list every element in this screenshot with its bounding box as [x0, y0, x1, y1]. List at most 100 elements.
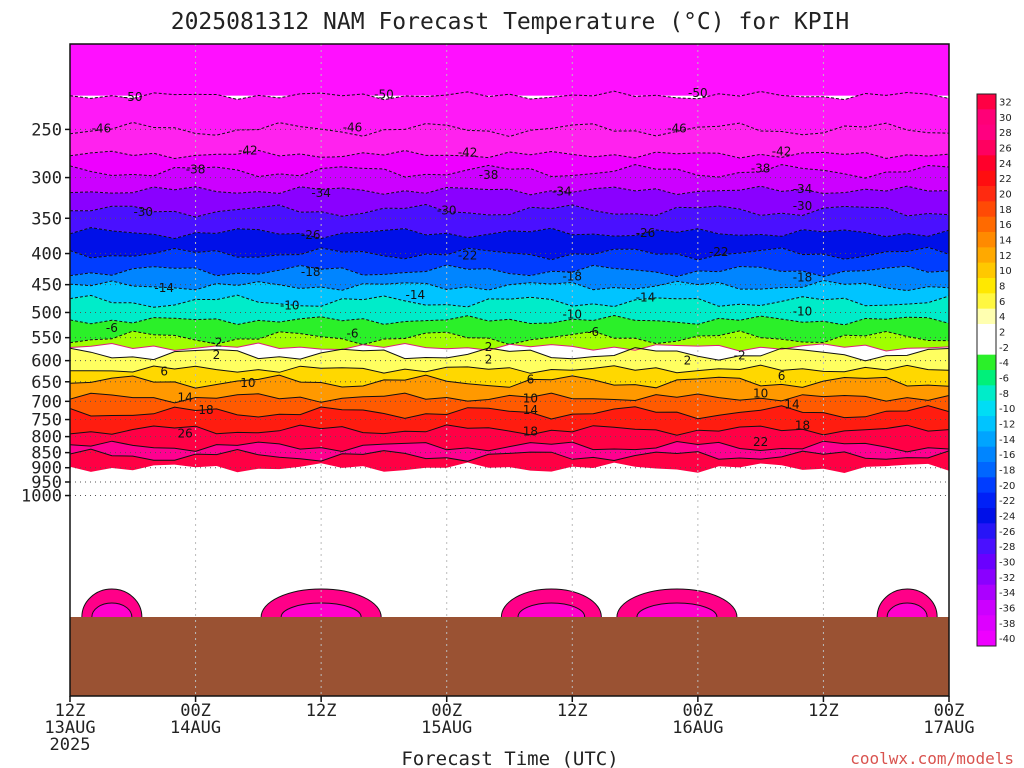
y-tick-label: 750: [31, 411, 62, 431]
contour-labels: -50 -50 -50-46 -46 -46-42 -42 -42-38 -38 -38-34-…: [92, 86, 813, 449]
contour-label: -14: [406, 288, 426, 302]
y-tick-label: 600: [31, 352, 62, 372]
contour-label: 18: [795, 418, 810, 432]
contour-label: -46: [343, 120, 363, 134]
isotherm-line: [70, 392, 949, 404]
y-tick-label: 250: [31, 120, 62, 140]
x-tick-label: 12Z: [55, 701, 86, 721]
isotherm-line: [70, 440, 949, 453]
colorbar-label: -38: [999, 619, 1015, 630]
temperature-band: [70, 375, 949, 403]
colorbar-label: 24: [999, 159, 1012, 170]
x-axis-label: Forecast Time (UTC): [401, 748, 618, 768]
colorbar-swatch: [977, 477, 996, 494]
contour-label: 22: [753, 435, 768, 449]
y-tick-label: 300: [31, 169, 62, 189]
isotherm-line: [70, 314, 949, 326]
temperature-band: [70, 365, 949, 389]
contour-label: 18: [198, 403, 213, 417]
colorbar-label: 26: [999, 144, 1012, 155]
colorbar-label: 10: [999, 266, 1012, 277]
x-tick-label: 00Z: [682, 701, 713, 721]
temperature-bands: [70, 44, 949, 473]
colorbar-swatch: [977, 431, 996, 448]
x-tick-label: 00Z: [934, 701, 965, 721]
contour-label: -42: [458, 146, 478, 160]
colorbar-swatch: [977, 262, 996, 279]
colorbar-swatch: [977, 508, 996, 524]
y-tick-label: 350: [31, 209, 62, 229]
contour-label: -42: [238, 144, 258, 158]
contour-label: 10: [753, 387, 768, 401]
x-tick-label: 15AUG: [421, 718, 472, 738]
terrain-below-ground: [70, 617, 949, 696]
y-tick-label: 1000: [21, 487, 62, 507]
isotherm-line: [70, 203, 949, 218]
colorbar-label: -40: [999, 634, 1015, 645]
isotherm-line: [70, 90, 949, 101]
y-tick-label: 650: [31, 373, 62, 393]
colorbar-label: -24: [999, 512, 1015, 523]
colorbar-swatch: [977, 232, 996, 248]
contour-label: -46: [92, 121, 112, 135]
x-tick-label: 14AUG: [170, 718, 221, 738]
contour-label: -6: [347, 326, 359, 340]
contour-label: 6: [160, 364, 168, 378]
isotherm-line: [70, 330, 949, 346]
temperature-band: [70, 91, 949, 137]
colorbar-swatch: [977, 584, 996, 601]
colorbar-label: -28: [999, 542, 1015, 553]
colorbar-swatch: [977, 446, 996, 463]
colorbar-label: 12: [999, 251, 1012, 262]
x-tick-label: 00Z: [180, 701, 211, 721]
temperature-band: [70, 347, 949, 374]
y-tick-label: 800: [31, 428, 62, 448]
colorbar-swatch: [977, 416, 996, 432]
y-axis-ticks: 2503003504004505005506006507007508008509…: [21, 120, 70, 507]
isotherm-contours: [70, 90, 949, 462]
y-tick-label: 550: [31, 329, 62, 349]
colorbar-swatch: [977, 109, 996, 126]
isotherm-line: [70, 405, 949, 420]
temperature-band: [70, 295, 949, 325]
colorbar-swatch: [977, 600, 996, 616]
contour-label: -2: [734, 348, 746, 362]
y-tick-label: 500: [31, 303, 62, 323]
colorbar-label: 6: [999, 297, 1005, 308]
colorbar-swatch: [977, 630, 996, 647]
contour-label: -18: [562, 269, 582, 283]
colorbar-swatch: [977, 140, 996, 156]
colorbar-label: 2: [999, 328, 1005, 339]
colorbar-swatch: [977, 247, 996, 264]
colorbar-label: -20: [999, 481, 1015, 492]
colorbar-label: -2: [999, 343, 1009, 354]
contour-label: -38: [751, 162, 771, 176]
temperature-band: [70, 150, 949, 179]
isotherm-line: [70, 185, 949, 196]
colorbar-swatch: [977, 155, 996, 172]
colorbar-label: -22: [999, 496, 1015, 507]
colorbar-label: -30: [999, 558, 1015, 569]
contour-label: -30: [793, 199, 813, 213]
contour-label: -42: [772, 145, 792, 159]
colorbar-swatch: [977, 462, 996, 478]
colorbar-label: -8: [999, 389, 1009, 400]
temperature-band: [70, 122, 949, 159]
chart-title: 2025081312 NAM Forecast Temperature (°C)…: [171, 9, 850, 35]
isotherm-line: [70, 149, 949, 160]
contour-label: -18: [301, 265, 321, 279]
colorbar-label: 32: [999, 98, 1012, 109]
contour-label: -38: [186, 163, 206, 177]
temperature-band: [70, 441, 949, 462]
colorbar-label: 4: [999, 312, 1005, 323]
temperature-band: [70, 343, 949, 361]
contour-label: -6: [587, 325, 599, 339]
contour-label: -46: [667, 121, 687, 135]
colorbar-swatch: [977, 124, 996, 141]
temperature-band: [70, 449, 949, 473]
colorbar-label: 8: [999, 282, 1005, 293]
isotherm-line: [70, 347, 949, 362]
y-tick-label: 850: [31, 444, 62, 464]
colorbar: 32 30 28 26 24 22 20 18 16 14 12 10 8 6 4 2 -2 -4 -6 -8 -10 -…: [976, 93, 1015, 647]
colorbar-swatch: [977, 538, 996, 555]
